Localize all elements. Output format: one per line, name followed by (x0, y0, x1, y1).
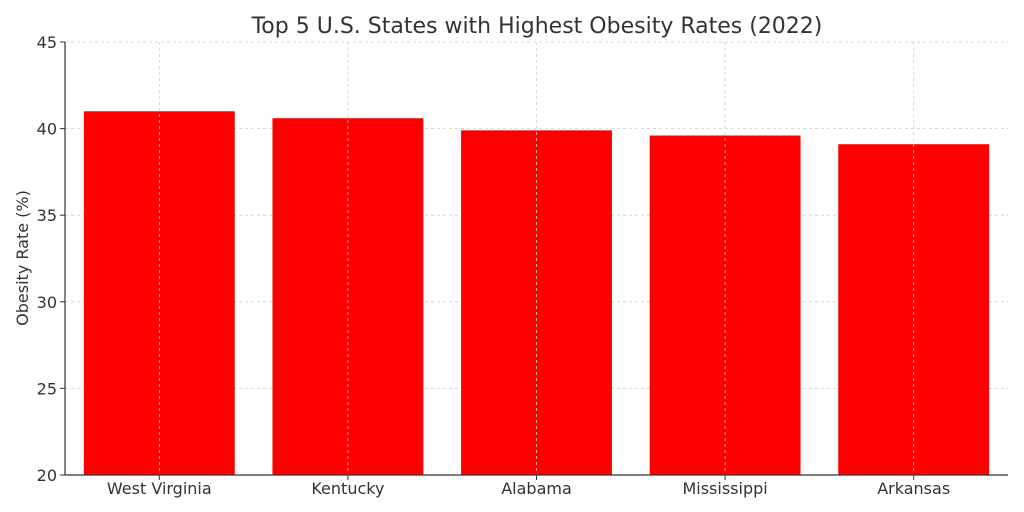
y-axis-label: Obesity Rate (%) (13, 190, 32, 326)
x-tick-label: Arkansas (877, 479, 950, 498)
axes (60, 41, 1008, 480)
tick-labels: 20 25 30 35 40 45 West Virginia Kentucky Alabama… (37, 33, 951, 498)
y-tick-label: 45 (37, 33, 57, 52)
chart-title: Top 5 U.S. States with Highest Obesity R… (251, 14, 823, 39)
x-tick-label: Alabama (501, 479, 572, 498)
x-tick-label: Mississippi (682, 479, 767, 498)
y-tick-label: 25 (37, 379, 57, 398)
vertical-grid (158, 42, 915, 475)
y-tick-label: 20 (37, 466, 57, 485)
y-tick-label: 30 (37, 293, 57, 312)
x-tick-label: Kentucky (311, 479, 384, 498)
x-tick-label: West Virginia (107, 479, 212, 498)
y-tick-label: 35 (37, 206, 57, 225)
y-tick-label: 40 (37, 120, 57, 139)
bars (83, 111, 990, 476)
